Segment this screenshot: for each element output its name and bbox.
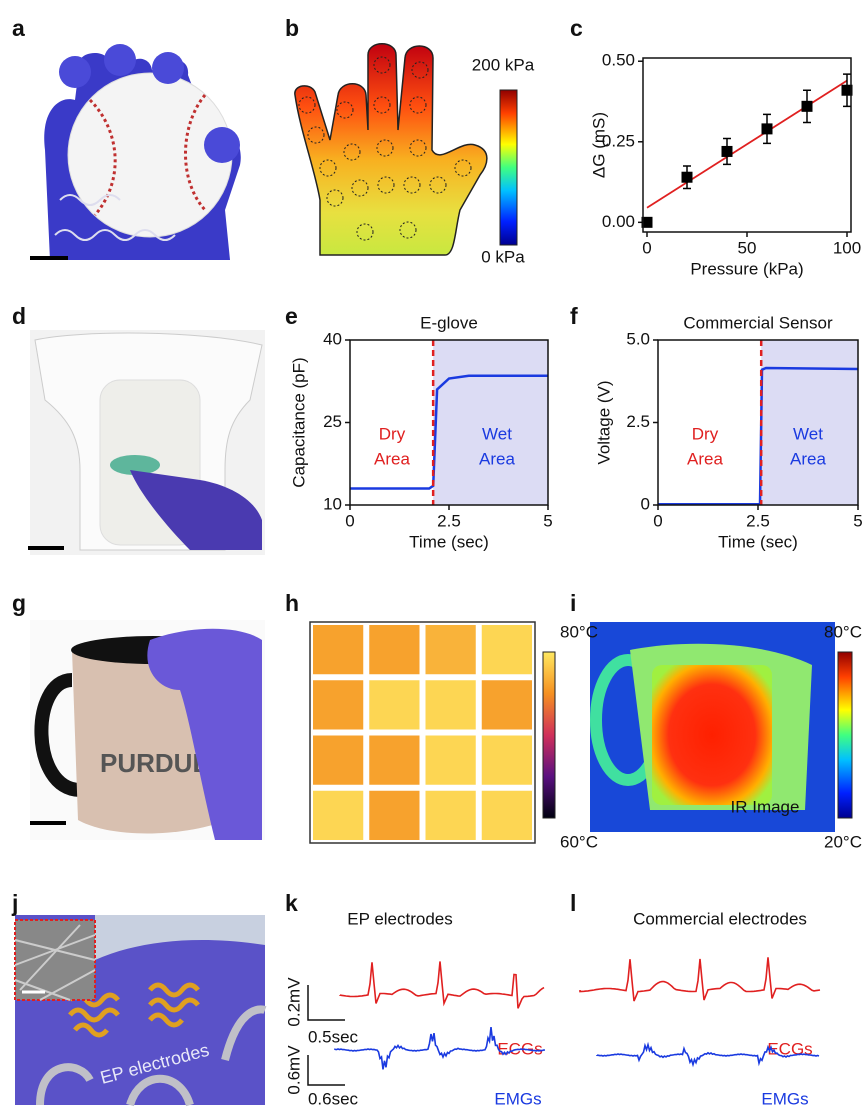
fit-line [647,81,847,208]
data-point [682,172,693,183]
panel-label: k [285,890,298,916]
heatmap-cell [482,680,532,729]
y-axis-label: Capacitance (pF) [289,357,308,487]
data-point [802,101,813,112]
photo-glove-baseball [30,44,241,260]
annotation: Wet [793,424,823,443]
heatmap-cell [369,736,419,785]
panel-label: j [11,890,18,916]
y-tick-label: 10 [323,494,342,513]
colorbar-max-label: 80°C [824,622,862,641]
heatmap-cell [426,625,476,674]
scale-bar [308,1055,345,1085]
panel-title: EP electrodes [347,909,453,928]
x-axis-label: Pressure (kPa) [690,259,803,278]
heatmap-cell [313,736,363,785]
figure: 200 kPa 0 kPa PURDUE 80°C 20°C IR Image [0,0,865,1118]
x-tick-label: 2.5 [437,511,461,530]
panel-label: a [12,15,25,41]
shaded-region [761,340,858,505]
annotation: Dry [692,424,719,443]
y-tick-label: 40 [323,329,342,348]
annotation: Area [479,449,515,468]
x-tick-label: 2.5 [746,511,770,530]
y-tick-label: 0 [641,494,650,513]
signal-trace [340,962,544,1009]
trace-label: EMGs [761,1089,808,1108]
ir-image [590,622,852,832]
heatmap-cell [482,791,532,840]
heatmap-cell [369,625,419,674]
panel-title: Commercial electrodes [633,909,807,928]
heatmap-cell [482,736,532,785]
annotation: Area [374,449,410,468]
annotation: Wet [482,424,512,443]
heatmap-cell [313,791,363,840]
x-tick-label: 50 [738,238,757,257]
y-tick-label: 0.00 [602,212,635,231]
colorbar [543,652,555,818]
x-tick-label: 0 [653,511,662,530]
x-tick-label: 5 [853,511,862,530]
panel-label: e [285,303,298,329]
heatmap-cell [369,680,419,729]
data-point [762,123,773,134]
x-axis-label: Time (sec) [409,532,489,551]
panel-label: d [12,303,26,329]
shaded-region [433,340,548,505]
colorbar-label: 60°C [560,832,598,851]
annotation: Area [790,449,826,468]
photo-diaper [28,330,265,555]
colorbar-min-label: 0 kPa [481,247,525,266]
colorbar-min-label: 20°C [824,832,862,851]
x-tick-label: 0 [642,238,651,257]
panel-label: h [285,590,299,616]
scale-label: 0.2mV [284,977,303,1027]
y-axis-label: ΔG (mS) [589,112,608,178]
x-tick-label: 5 [543,511,552,530]
scale-label: 0.6sec [308,1089,359,1108]
x-tick-label: 100 [833,238,861,257]
heatmap-cell [313,625,363,674]
panel-label: i [570,590,576,616]
y-tick-label: 2.5 [626,412,650,431]
chart-title: E-glove [420,313,478,332]
panel-label: b [285,15,299,41]
heatmap-cell [426,736,476,785]
image-caption: IR Image [731,797,800,816]
signal-trace [580,957,820,1001]
annotation: Area [687,449,723,468]
panel-label: f [570,303,578,329]
photo-mug: PURDUE [30,620,265,840]
heatmap-cell [369,791,419,840]
trace-label: EMGs [494,1089,541,1108]
heatmap-cell [426,680,476,729]
heatmap-cell [426,791,476,840]
heatmap-cell [313,680,363,729]
heatmap-cell [482,625,532,674]
y-axis-label: Voltage (V) [594,380,613,464]
annotation: Dry [379,424,406,443]
scale-bar [308,985,345,1020]
y-tick-label: 0.50 [602,51,635,70]
mug-print: PURDUE [100,748,210,778]
scale-label: 0.6mV [284,1045,303,1095]
colorbar-label: 80°C [560,622,598,641]
data-point [722,146,733,157]
pressure-map [295,44,517,255]
x-tick-label: 0 [345,511,354,530]
y-tick-label: 5.0 [626,329,650,348]
panel-label: l [570,890,576,916]
y-tick-label: 25 [323,412,342,431]
x-axis-label: Time (sec) [718,532,798,551]
chart-title: Commercial Sensor [683,313,833,332]
panel-label: g [12,590,26,616]
panel-label: c [570,15,583,41]
colorbar-max-label: 200 kPa [472,55,535,74]
scale-label: 0.5sec [308,1027,359,1046]
